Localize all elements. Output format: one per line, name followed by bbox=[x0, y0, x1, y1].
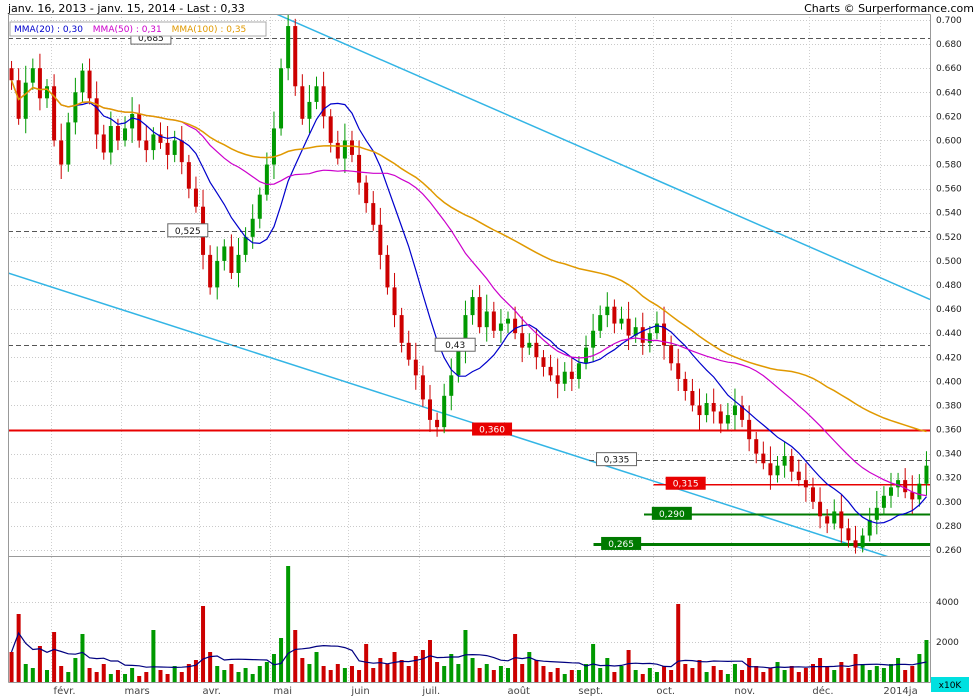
svg-text:4000: 4000 bbox=[936, 598, 959, 608]
price-axis-labels: 0.700 0.680 0.660 0.640 0.620 0.600 0.580 0.560… bbox=[936, 16, 962, 648]
level-label-text: 0,685 bbox=[138, 34, 164, 44]
trendline bbox=[274, 14, 930, 301]
svg-text:0.460: 0.460 bbox=[936, 305, 962, 315]
svg-text:0.640: 0.640 bbox=[936, 88, 962, 98]
month-axis-labels: févr. mars avr. mai juin juil. août sept. oct. no… bbox=[54, 685, 918, 697]
svg-text:0.560: 0.560 bbox=[936, 185, 962, 195]
volume-unit-label: x10K bbox=[939, 681, 963, 691]
legend-item: MMA(100) : 0,35 bbox=[172, 25, 247, 35]
level-label-box bbox=[651, 506, 692, 520]
level-label-text: 0,265 bbox=[608, 540, 634, 550]
level-label-text: 0,525 bbox=[175, 227, 201, 237]
svg-text:0.440: 0.440 bbox=[936, 329, 962, 339]
svg-text:0.260: 0.260 bbox=[936, 546, 962, 556]
moving-average-lines bbox=[10, 79, 927, 524]
svg-text:0.700: 0.700 bbox=[936, 16, 962, 26]
ma-legend-box bbox=[9, 21, 267, 37]
level-label-box bbox=[167, 223, 209, 238]
month-label: nov. bbox=[734, 686, 755, 697]
month-label: juil. bbox=[421, 686, 440, 697]
date-range-last-price: janv. 16, 2013 - janv. 15, 2014 - Last :… bbox=[8, 2, 245, 15]
month-label: févr. bbox=[54, 685, 76, 697]
level-label-box bbox=[472, 422, 513, 436]
legend-item: MMA(20) : 0,30 bbox=[14, 25, 83, 35]
gridlines bbox=[8, 14, 930, 682]
svg-text:0.340: 0.340 bbox=[936, 450, 962, 460]
ma-legend: MMA(20) : 0,30 MMA(50) : 0,31 MMA(100) : 0… bbox=[9, 21, 267, 37]
level-label-text: 0,290 bbox=[659, 510, 685, 520]
copyright-text: Charts © Surperformance.com bbox=[804, 2, 974, 15]
svg-text:0.620: 0.620 bbox=[936, 112, 962, 122]
level-label-text: 0,360 bbox=[479, 426, 505, 436]
month-label: sept. bbox=[578, 686, 603, 697]
month-label: avr. bbox=[202, 686, 220, 697]
level-label-text: 0,315 bbox=[673, 480, 699, 490]
svg-text:0.360: 0.360 bbox=[936, 426, 962, 436]
ma-line-25 bbox=[10, 79, 927, 497]
volume-unit-badge: x10K bbox=[931, 677, 969, 692]
month-label: mai bbox=[273, 686, 292, 697]
level-label-box bbox=[601, 536, 642, 550]
svg-text:0.520: 0.520 bbox=[936, 233, 962, 243]
month-label: oct. bbox=[656, 686, 675, 697]
month-label: 2014ja bbox=[883, 686, 917, 697]
svg-text:0.540: 0.540 bbox=[936, 209, 962, 219]
level-label-text: 0,43 bbox=[445, 341, 465, 351]
svg-text:0.380: 0.380 bbox=[936, 401, 962, 411]
svg-text:0.300: 0.300 bbox=[936, 498, 962, 508]
svg-text:0.500: 0.500 bbox=[936, 257, 962, 267]
month-label: août bbox=[507, 685, 530, 697]
volume-ma-line bbox=[10, 631, 927, 669]
month-label: déc. bbox=[812, 685, 833, 697]
ma-line-50 bbox=[10, 79, 927, 433]
candlestick-series bbox=[9, 14, 929, 554]
level-label-box bbox=[596, 452, 638, 467]
month-label: mars bbox=[124, 686, 149, 697]
ma-line-10 bbox=[10, 79, 927, 524]
svg-text:0.420: 0.420 bbox=[936, 353, 962, 363]
level-labels: 0,685 0,525 0,43 0,360 0,335 0,315 0,290 0,265 bbox=[130, 30, 706, 550]
svg-text:2000: 2000 bbox=[936, 638, 959, 648]
svg-text:0.660: 0.660 bbox=[936, 64, 962, 74]
level-label-box bbox=[434, 337, 476, 352]
svg-text:0.580: 0.580 bbox=[936, 161, 962, 171]
level-label-text: 0,335 bbox=[604, 456, 630, 466]
legend-item: MMA(50) : 0,31 bbox=[93, 25, 162, 35]
svg-text:0.280: 0.280 bbox=[936, 522, 962, 532]
chart-frame bbox=[8, 14, 931, 683]
svg-text:0.480: 0.480 bbox=[936, 281, 962, 291]
trendlines bbox=[8, 14, 930, 556]
month-label: juin bbox=[350, 686, 369, 697]
svg-text:0.320: 0.320 bbox=[936, 474, 962, 484]
svg-text:0.600: 0.600 bbox=[936, 136, 962, 146]
volume-bars bbox=[9, 566, 929, 682]
level-label-box bbox=[665, 476, 706, 490]
svg-text:0.680: 0.680 bbox=[936, 40, 962, 50]
trendline bbox=[8, 272, 889, 556]
svg-text:0.400: 0.400 bbox=[936, 377, 962, 387]
